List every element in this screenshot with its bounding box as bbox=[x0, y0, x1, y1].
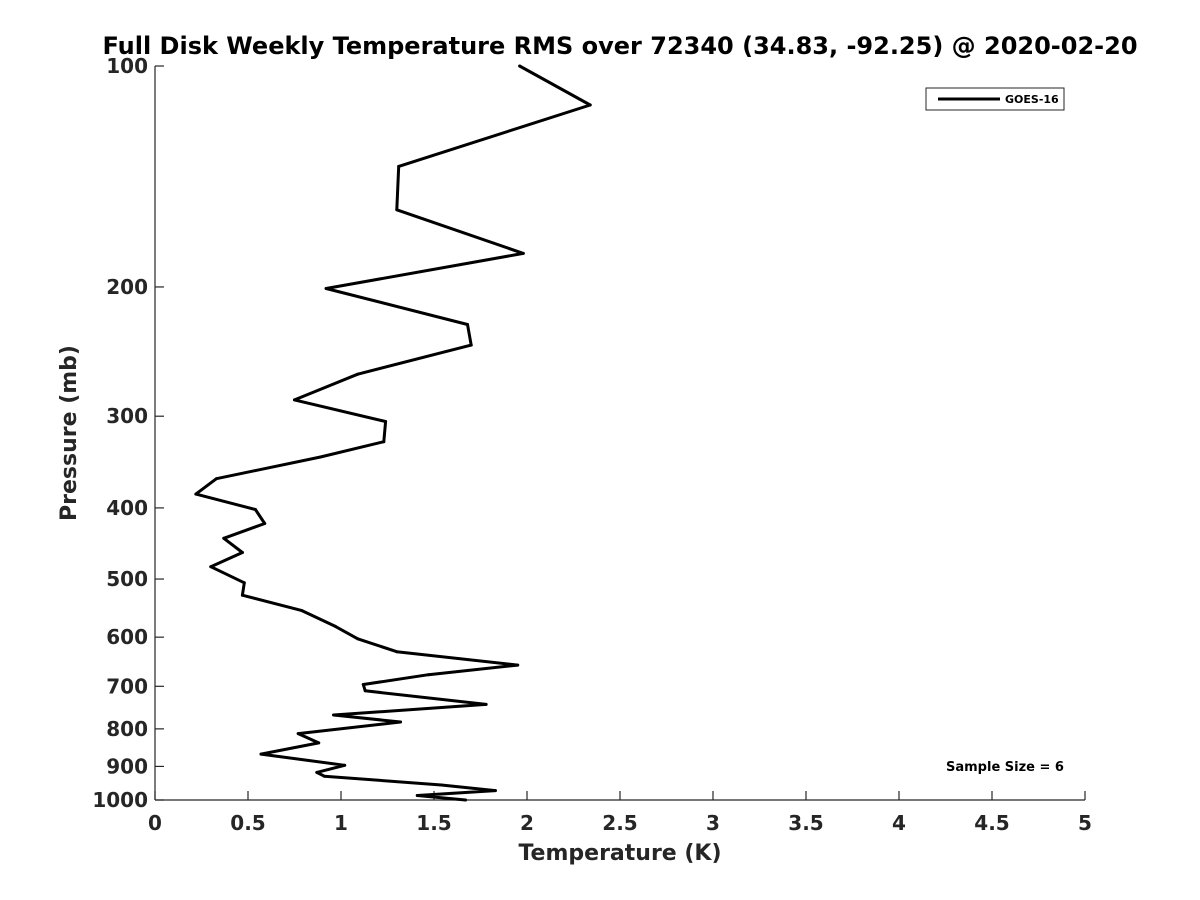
x-ticks: 0 0.5 1 1.5 2 2.5 3 3.5 4 4.5 5 bbox=[148, 791, 1092, 835]
x-tick-label: 1.5 bbox=[416, 811, 451, 835]
x-tick-label: 5 bbox=[1078, 811, 1092, 835]
sample-size-annotation: Sample Size = 6 bbox=[946, 760, 1064, 775]
y-tick-label: 600 bbox=[106, 625, 148, 649]
series-points bbox=[194, 64, 592, 802]
y-tick-label: 100 bbox=[106, 54, 148, 78]
x-tick-label: 1 bbox=[334, 811, 348, 835]
data-point bbox=[333, 624, 337, 628]
data-point bbox=[415, 794, 419, 797]
x-tick-label: 4.5 bbox=[974, 811, 1009, 835]
data-point bbox=[259, 752, 263, 756]
data-point bbox=[343, 763, 347, 767]
data-point bbox=[439, 783, 443, 787]
data-point bbox=[469, 343, 473, 347]
series-line-goes-16 bbox=[194, 64, 592, 802]
data-point bbox=[296, 732, 300, 736]
data-point bbox=[484, 702, 488, 706]
y-tick-label: 1000 bbox=[92, 788, 148, 812]
data-point bbox=[384, 420, 388, 423]
data-point bbox=[242, 581, 246, 585]
legend: GOES-16 bbox=[925, 87, 1065, 111]
data-point bbox=[466, 323, 469, 326]
x-tick-label: 2.5 bbox=[602, 811, 637, 835]
data-point bbox=[395, 208, 399, 212]
x-tick-label: 0.5 bbox=[230, 811, 265, 835]
data-point bbox=[356, 637, 360, 641]
y-tick-label: 800 bbox=[106, 717, 148, 741]
data-point bbox=[332, 713, 336, 717]
data-point bbox=[395, 650, 399, 654]
data-point bbox=[516, 663, 520, 667]
data-point bbox=[356, 372, 360, 376]
data-point bbox=[322, 774, 326, 778]
data-point bbox=[464, 798, 468, 802]
data-point bbox=[222, 536, 226, 540]
data-point bbox=[293, 398, 296, 402]
data-point bbox=[493, 789, 497, 793]
data-point bbox=[240, 593, 244, 597]
data-point bbox=[518, 64, 522, 68]
data-point bbox=[363, 689, 367, 693]
x-tick-label: 0 bbox=[148, 811, 162, 835]
data-point bbox=[315, 770, 319, 774]
data-point bbox=[317, 741, 321, 745]
data-point bbox=[214, 477, 218, 481]
data-point bbox=[300, 609, 304, 613]
data-point bbox=[382, 440, 386, 444]
y-tick-label: 300 bbox=[106, 404, 148, 428]
data-point bbox=[319, 455, 322, 459]
data-point bbox=[426, 673, 430, 677]
y-tick-label: 400 bbox=[106, 496, 148, 520]
data-point bbox=[253, 508, 257, 511]
y-axis-label: Pressure (mb) bbox=[57, 345, 82, 521]
y-tick-label: 900 bbox=[106, 754, 148, 778]
y-ticks: 100 200 300 400 500 600 700 800 900 1000 bbox=[92, 54, 164, 812]
data-point bbox=[399, 720, 402, 724]
data-point bbox=[324, 287, 328, 290]
data-point bbox=[194, 492, 198, 496]
legend-label: GOES-16 bbox=[1005, 93, 1059, 106]
y-tick-label: 700 bbox=[106, 674, 148, 698]
data-point bbox=[361, 683, 365, 686]
data-point bbox=[397, 164, 401, 168]
x-tick-label: 3 bbox=[706, 811, 720, 835]
x-tick-label: 3.5 bbox=[788, 811, 823, 835]
data-point bbox=[263, 522, 267, 525]
data-point bbox=[240, 551, 244, 554]
plot-area bbox=[154, 66, 1085, 801]
y-tick-label: 500 bbox=[106, 567, 148, 591]
x-tick-label: 2 bbox=[520, 811, 534, 835]
data-point bbox=[521, 251, 525, 255]
x-tick-label: 4 bbox=[892, 811, 906, 835]
data-point bbox=[209, 565, 213, 569]
x-axis-label: Temperature (K) bbox=[518, 841, 721, 866]
chart-title: Full Disk Weekly Temperature RMS over 72… bbox=[102, 32, 1137, 60]
y-tick-label: 200 bbox=[106, 275, 148, 299]
data-point bbox=[588, 103, 592, 107]
